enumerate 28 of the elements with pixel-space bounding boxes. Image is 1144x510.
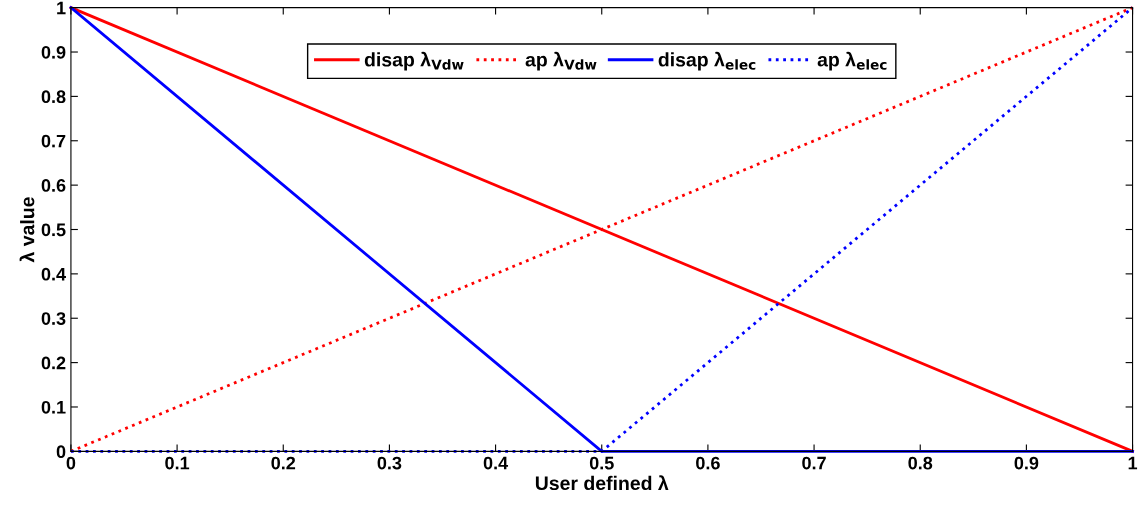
x-tick-label: 0.8 bbox=[908, 456, 933, 470]
y-axis-title: λ value bbox=[19, 197, 35, 263]
y-tick-label: 0.2 bbox=[41, 356, 66, 370]
x-tick-label: 0.3 bbox=[377, 456, 402, 470]
x-tick-label: 0.9 bbox=[1014, 456, 1039, 470]
legend-label: ap λ$_{Vdw}$ bbox=[525, 51, 597, 71]
x-tick-label: 1 bbox=[1128, 456, 1138, 470]
x-tick-label: 0.1 bbox=[165, 456, 190, 470]
legend-label: ap λ$_{elec}$ bbox=[817, 51, 887, 71]
x-tick-label: 0.4 bbox=[483, 456, 509, 470]
x-tick-label: 0.7 bbox=[802, 456, 826, 470]
y-tick-label: 0.1 bbox=[41, 400, 66, 414]
x-tick-label: 0.5 bbox=[589, 456, 614, 470]
x-tick-label: 0.2 bbox=[271, 456, 296, 470]
legend-label: disap λ$_{Vdw}$ bbox=[364, 51, 464, 71]
y-tick-label: 0.4 bbox=[41, 267, 66, 281]
y-tick-label: 1 bbox=[57, 1, 66, 15]
y-tick-label: 0 bbox=[56, 445, 66, 459]
x-tick-label: 0 bbox=[66, 456, 76, 470]
y-tick-label: 0.8 bbox=[41, 90, 66, 104]
y-tick-label: 0.9 bbox=[41, 45, 66, 59]
x-axis-title: User defined λ bbox=[535, 475, 669, 491]
y-tick-label: 0.6 bbox=[41, 179, 66, 192]
x-tick-label: 0.6 bbox=[696, 456, 720, 470]
y-tick-label: 0.3 bbox=[41, 312, 66, 325]
legend-label: disap λ$_{elec}$ bbox=[658, 51, 756, 71]
y-tick-label: 0.5 bbox=[41, 223, 66, 237]
y-tick-label: 0.7 bbox=[41, 134, 66, 148]
